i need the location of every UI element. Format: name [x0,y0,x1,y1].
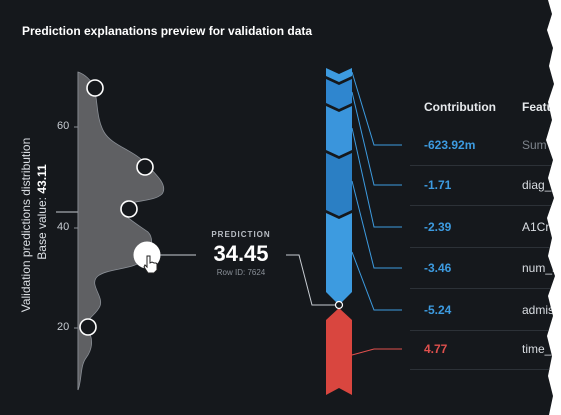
contribution-segment-4 [326,153,352,216]
prediction-connector-right [286,254,339,306]
base-value-caption: Base value: [35,197,49,260]
contribution-value: -2.39 [424,220,452,234]
feature-name: time_ [522,342,552,356]
tick-label-20: 20 [57,321,70,333]
table-row[interactable]: -3.46 num_r [410,248,557,289]
contribution-segment-5 [326,213,352,305]
leader-line-2 [351,91,402,186]
contribution-value: -623.92m [424,138,476,152]
distribution-point[interactable] [136,158,154,176]
distribution-point[interactable] [86,79,104,97]
prediction-summary: PREDICTION 34.45 Row ID: 7624 [196,230,286,277]
contribution-value: 4.77 [424,342,448,356]
panel-title: Prediction explanations preview for vali… [22,24,313,38]
table-row[interactable]: 4.77 time_ [410,329,555,370]
leader-line-6 [351,348,402,356]
contribution-value: -1.71 [424,178,452,192]
waterfall-prediction-point [334,300,344,310]
distribution-point[interactable] [120,200,138,218]
contribution-value: -3.46 [424,261,452,275]
base-value-number: 43.11 [35,164,49,194]
contribution-segment-1 [326,68,352,82]
contribution-segment-6 [326,308,352,395]
tick-label-40: 40 [57,221,70,233]
prediction-caption: PREDICTION [211,230,271,239]
contribution-column-header[interactable]: Contribution [424,100,496,114]
base-value-label: Base value: 43.11 [35,164,49,259]
prediction-row-id: Row ID: 7624 [216,268,266,277]
contribution-segment-2 [326,79,352,109]
leader-line-5 [351,251,402,311]
feature-name: admis [522,303,555,317]
distribution-axis-label: Validation predictions distribution [19,137,33,313]
prediction-value: 34.45 [213,241,269,266]
table-row[interactable]: -1.71 diag_1 [410,165,559,206]
table-row[interactable]: -623.92m Sum o [410,125,557,166]
leader-line-1 [351,71,402,146]
feature-name: A1Cre [522,220,557,234]
leader-line-3 [351,127,402,228]
distribution-point[interactable] [79,318,97,336]
hand-pointer-icon [143,255,158,274]
feature-name: Sum o [522,138,557,152]
leader-line-4 [351,180,402,269]
feature-name: num_r [522,261,557,275]
prediction-density-shape [77,71,165,391]
table-row[interactable]: -5.24 admis [410,290,555,331]
contribution-value: -5.24 [424,303,452,317]
feature-column-header[interactable]: Featur [522,100,559,114]
tick-label-60: 60 [57,120,70,132]
table-row[interactable]: -2.39 A1Cre [410,207,557,248]
contribution-segment-3 [326,106,352,156]
feature-name: diag_1 [522,178,559,192]
